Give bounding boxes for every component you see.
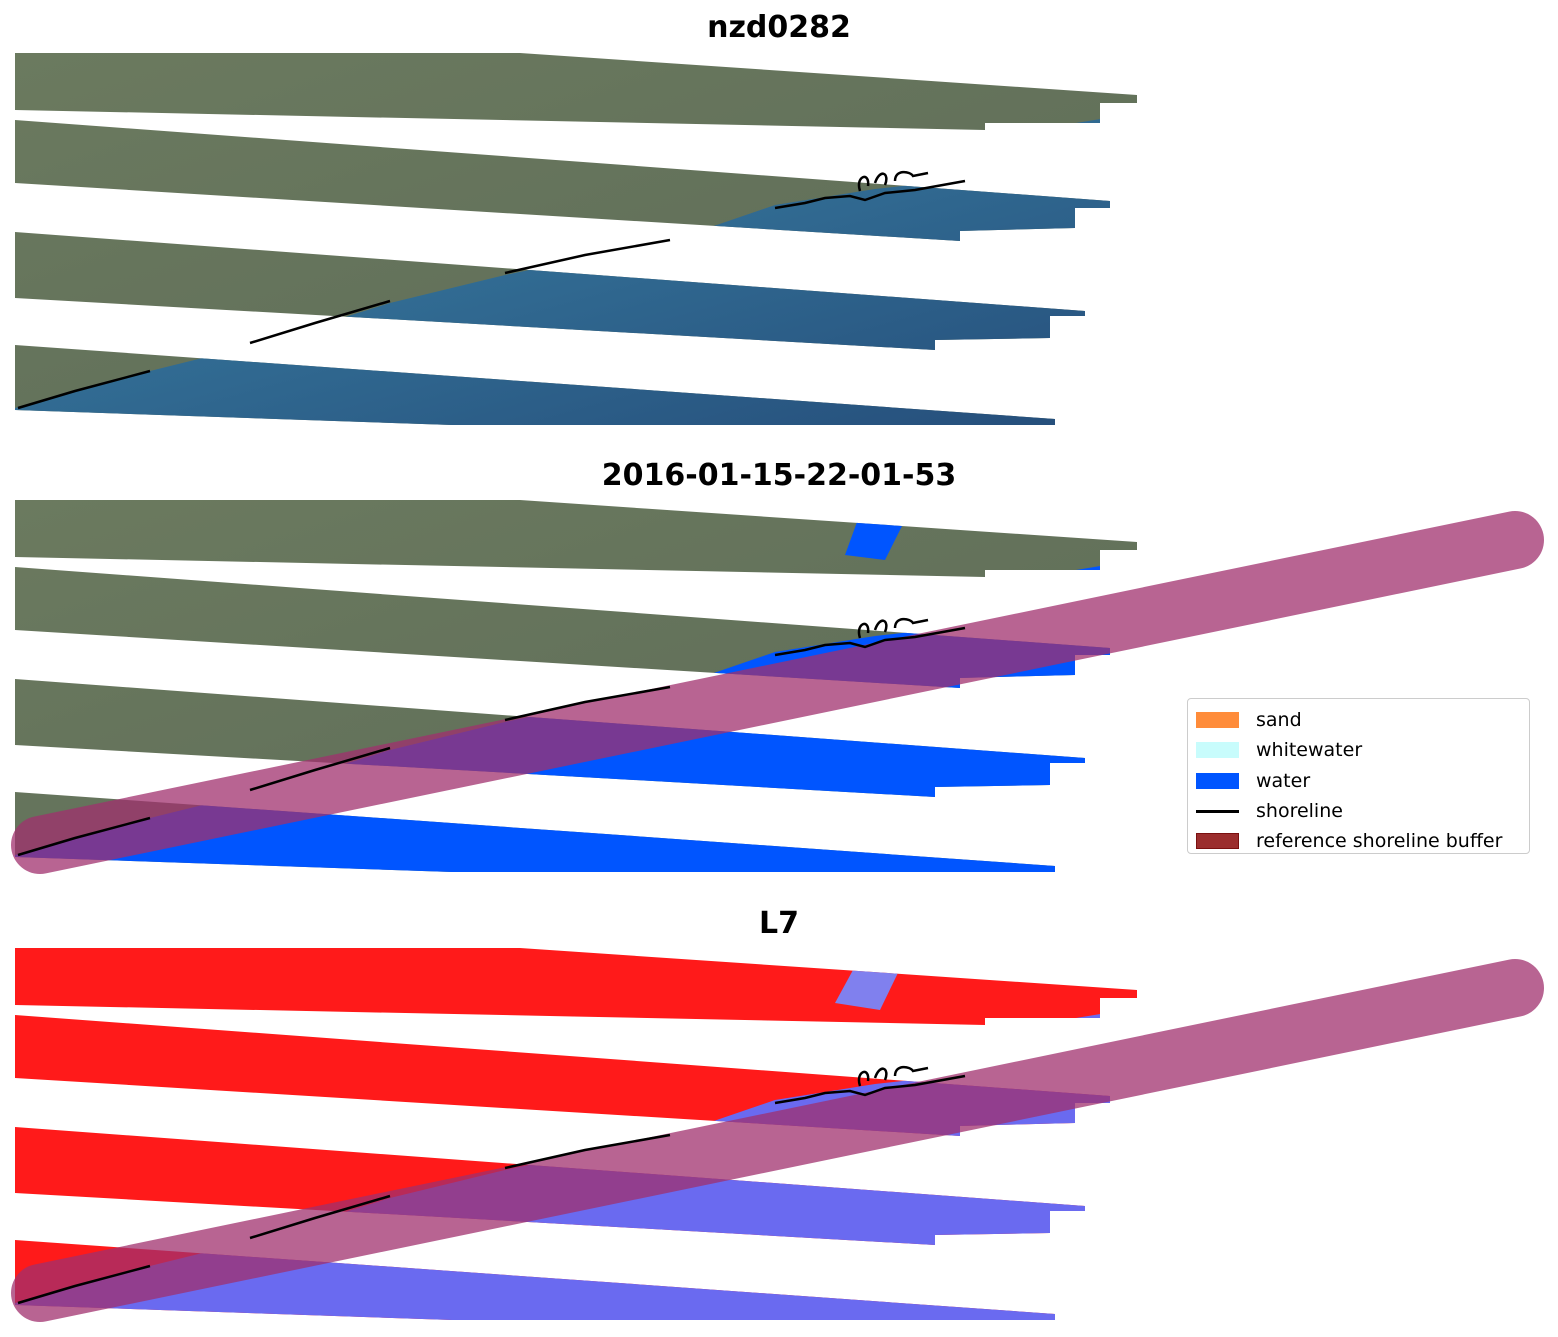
whitewater-swatch [1196,742,1239,759]
legend-label: whitewater [1256,739,1363,762]
sand-swatch [1196,712,1239,729]
legend-item-buffer: reference shoreline buffer [1196,826,1529,856]
shoreline-swatch [1196,809,1239,813]
legend-label: shoreline [1256,800,1343,823]
classified-image-panel [11,500,1544,874]
index-image-panel [11,948,1544,1322]
panel-title-rgb: nzd0282 [707,10,851,45]
legend: sand whitewater water shoreline referenc… [1187,698,1530,854]
reference-shoreline-buffer [11,959,1544,1322]
legend-label: sand [1256,709,1302,732]
legend-item-sand: sand [1196,705,1529,735]
buffer-swatch [1196,833,1239,850]
legend-item-shoreline: shoreline [1196,796,1529,826]
legend-item-whitewater: whitewater [1196,735,1529,765]
legend-label: reference shoreline buffer [1256,830,1503,853]
rgb-image-panel [15,53,1137,425]
panel-title-index: L7 [759,906,799,941]
reference-shoreline-buffer [11,511,1544,874]
panel-title-classified: 2016-01-15-22-01-53 [601,458,957,493]
legend-item-water: water [1196,766,1529,796]
water-swatch [1196,772,1239,789]
legend-label: water [1256,769,1311,792]
